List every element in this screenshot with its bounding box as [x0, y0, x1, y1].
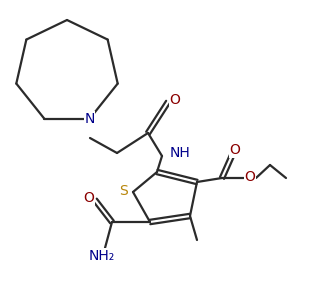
Text: NH₂: NH₂: [89, 249, 115, 263]
Text: NH: NH: [170, 146, 191, 160]
Text: N: N: [84, 112, 95, 126]
Text: O: O: [170, 93, 180, 107]
Text: O: O: [230, 143, 241, 157]
Text: O: O: [84, 191, 95, 205]
Text: O: O: [245, 170, 255, 184]
Text: S: S: [119, 184, 127, 198]
